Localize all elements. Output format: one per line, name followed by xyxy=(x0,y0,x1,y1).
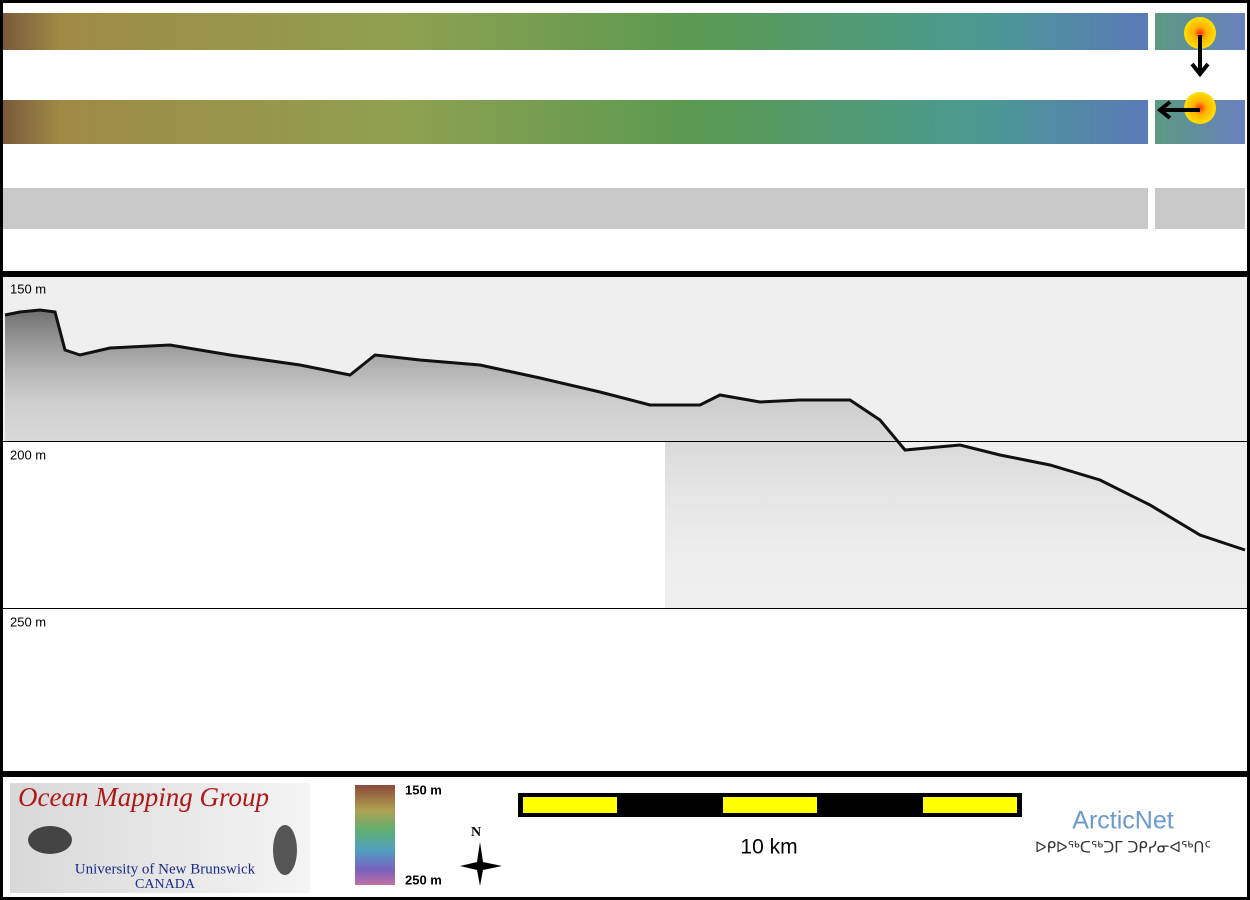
logo-graphic xyxy=(273,825,297,875)
scale-segment xyxy=(723,797,817,813)
logo-title: Ocean Mapping Group xyxy=(18,782,269,812)
backscatter-strip xyxy=(3,188,1148,229)
backscatter-strip xyxy=(1155,188,1245,229)
scale-label: 10 km xyxy=(740,836,797,859)
logo-country: CANADA xyxy=(135,877,196,892)
seafloor-profile xyxy=(4,308,1246,552)
scale-segment xyxy=(523,797,617,813)
scale-segment xyxy=(923,797,1017,813)
echo-scatter xyxy=(5,310,1245,608)
depth-label: 250 m xyxy=(10,614,46,629)
depth-label: 150 m xyxy=(10,281,46,296)
sun-icon xyxy=(1184,17,1216,49)
partner-syllabics: ᐅᑭᐅᖅᑕᖅᑐᒥ ᑐᑭᓯᓂᐊᖅᑎᑦ xyxy=(1035,839,1211,857)
logo-university: University of New Brunswick xyxy=(75,861,256,877)
arrow-icon xyxy=(1156,100,1200,120)
compass-star xyxy=(460,842,502,886)
colorbar xyxy=(355,785,395,885)
colorbar-label: 150 m xyxy=(405,782,442,797)
logo-graphic xyxy=(28,826,72,854)
swath-strip xyxy=(3,100,1148,144)
swath-strip xyxy=(3,13,1148,50)
colorbar-label: 250 m xyxy=(405,872,442,887)
partner-name: ArcticNet xyxy=(1072,807,1173,835)
compass-label: N xyxy=(471,825,481,840)
depth-label: 200 m xyxy=(10,447,46,462)
arrow-icon xyxy=(1190,35,1210,78)
